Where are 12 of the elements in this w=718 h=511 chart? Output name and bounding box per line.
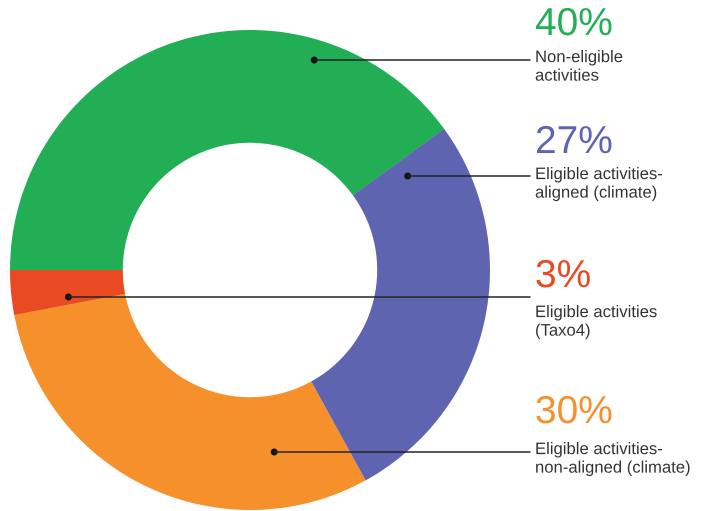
data-label: 30% <box>536 396 612 424</box>
slice-label: Non-eligible activities <box>536 50 622 81</box>
donut-slice <box>14 294 366 510</box>
slice-label: Eligible activities- non-aligned (climate) <box>536 442 690 476</box>
data-label: 27% <box>536 126 612 154</box>
data-label: 3% <box>536 260 590 288</box>
donut-slice <box>10 30 444 270</box>
donut-slice <box>10 270 126 315</box>
slice-label: Eligible activities (Taxo4) <box>536 305 657 340</box>
slice-label: Eligible activities- aligned (climate) <box>536 167 662 202</box>
donut-slice <box>311 128 490 480</box>
data-label: 40% <box>536 8 612 36</box>
